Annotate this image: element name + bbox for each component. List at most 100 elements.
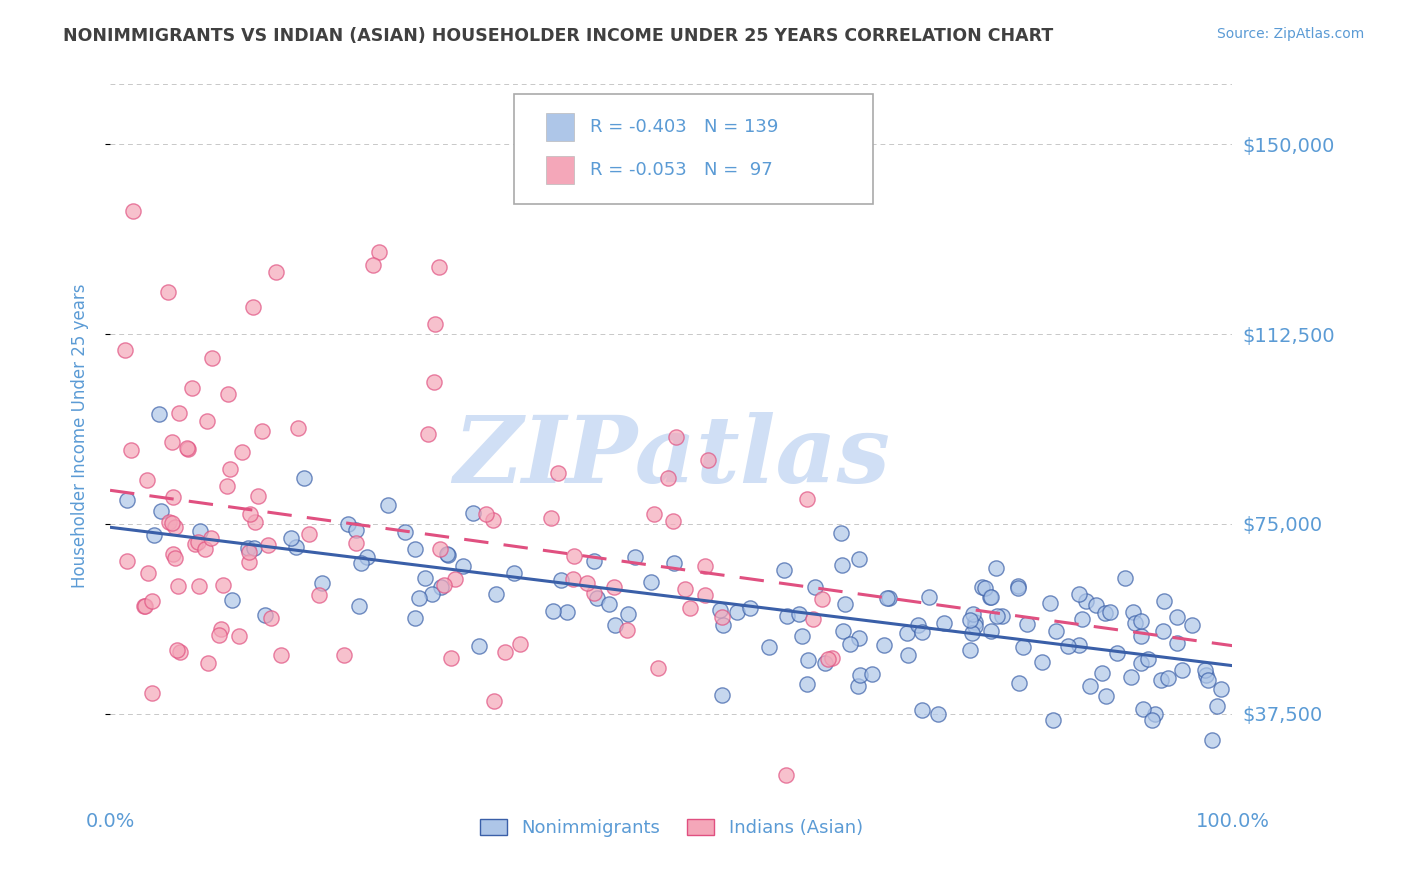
Point <box>188 524 211 538</box>
Point <box>361 258 384 272</box>
Point <box>256 538 278 552</box>
Point <box>979 590 1001 604</box>
Point <box>848 668 870 682</box>
Point <box>159 515 181 529</box>
Point <box>252 424 274 438</box>
Point <box>427 260 450 275</box>
Point <box>575 576 598 591</box>
Point <box>678 601 700 615</box>
Point <box>838 637 860 651</box>
Point <box>197 656 219 670</box>
Point <box>830 525 852 540</box>
Point <box>1137 652 1160 666</box>
Point <box>832 624 855 639</box>
Point <box>195 414 218 428</box>
Point <box>1031 656 1053 670</box>
FancyBboxPatch shape <box>546 156 574 184</box>
Point <box>200 531 222 545</box>
Point <box>1105 646 1128 660</box>
Point <box>586 591 609 605</box>
Point <box>377 498 399 512</box>
Point <box>907 618 929 632</box>
Point <box>873 638 896 652</box>
Point <box>114 343 136 358</box>
Point <box>509 637 531 651</box>
Point <box>738 600 761 615</box>
Text: NONIMMIGRANTS VS INDIAN (ASIAN) HOUSEHOLDER INCOME UNDER 25 YEARS CORRELATION CH: NONIMMIGRANTS VS INDIAN (ASIAN) HOUSEHOL… <box>63 27 1053 45</box>
Point <box>665 430 688 444</box>
Point <box>150 504 173 518</box>
Point <box>960 626 983 640</box>
Point <box>583 585 606 599</box>
Point <box>1122 605 1144 619</box>
Point <box>221 593 243 607</box>
Point <box>135 473 157 487</box>
Point <box>1150 673 1173 687</box>
Y-axis label: Householder Income Under 25 years: Householder Income Under 25 years <box>72 283 89 588</box>
Point <box>169 645 191 659</box>
Point <box>973 581 995 595</box>
Point <box>846 680 869 694</box>
Point <box>436 548 458 562</box>
Point <box>120 443 142 458</box>
Point <box>962 607 984 621</box>
Point <box>433 577 456 591</box>
Point <box>583 554 606 568</box>
Point <box>1007 581 1029 595</box>
Text: ZIPatlas: ZIPatlas <box>453 412 890 502</box>
Point <box>167 579 190 593</box>
Point <box>136 566 159 580</box>
Point <box>242 300 264 314</box>
Point <box>115 493 138 508</box>
Point <box>503 566 526 580</box>
Point <box>1205 698 1227 713</box>
Point <box>540 511 562 525</box>
Point <box>165 520 187 534</box>
Point <box>201 351 224 365</box>
Point <box>238 555 260 569</box>
Point <box>848 631 870 645</box>
Point <box>603 580 626 594</box>
Point <box>217 387 239 401</box>
Point <box>624 550 647 565</box>
Point <box>308 588 330 602</box>
Point <box>482 694 505 708</box>
Point <box>280 531 302 545</box>
Point <box>1130 657 1153 671</box>
Point <box>260 611 283 625</box>
Point <box>814 656 837 670</box>
Point <box>176 442 198 456</box>
Point <box>980 591 1002 605</box>
Point <box>228 629 250 643</box>
Point <box>1007 579 1029 593</box>
Point <box>1166 610 1188 624</box>
Point <box>311 576 333 591</box>
Point <box>1201 733 1223 747</box>
Point <box>547 466 569 480</box>
Point <box>984 560 1007 574</box>
Point <box>238 544 260 558</box>
Point <box>368 244 391 259</box>
Point <box>350 556 373 570</box>
Point <box>1166 635 1188 649</box>
Point <box>169 406 191 420</box>
Point <box>616 624 638 638</box>
Point <box>242 541 264 555</box>
Point <box>292 471 315 485</box>
Point <box>1008 676 1031 690</box>
Point <box>959 613 981 627</box>
Point <box>657 471 679 485</box>
Point <box>616 607 638 621</box>
Point <box>918 590 941 604</box>
Point <box>184 536 207 550</box>
Point <box>773 563 796 577</box>
Point <box>160 435 183 450</box>
Point <box>1069 638 1091 652</box>
Point <box>1078 679 1101 693</box>
Point <box>1011 640 1033 654</box>
Point <box>285 540 308 554</box>
Point <box>1153 593 1175 607</box>
Point <box>475 507 498 521</box>
Point <box>695 558 717 573</box>
Point <box>725 606 748 620</box>
